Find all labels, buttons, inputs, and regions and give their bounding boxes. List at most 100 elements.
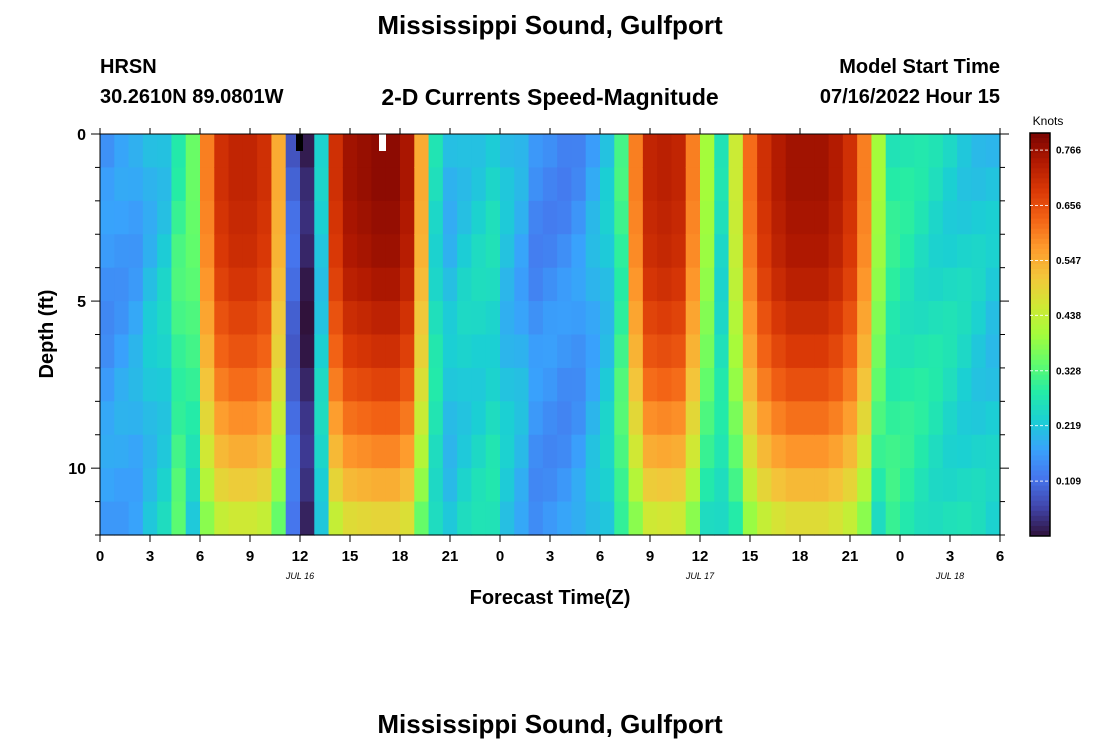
- heatmap-cell: [557, 434, 573, 469]
- heatmap-cell: [128, 234, 144, 269]
- colorbar-swatch: [1030, 450, 1050, 456]
- colorbar-swatch: [1030, 359, 1050, 366]
- heatmap-cell: [585, 401, 601, 436]
- heatmap-cell: [871, 200, 887, 235]
- heatmap-cell: [900, 334, 915, 369]
- heatmap-cell: [728, 234, 744, 269]
- heatmap-cell: [685, 301, 701, 336]
- heatmap-cell: [157, 367, 173, 402]
- heatmap-cell: [642, 167, 658, 202]
- heatmap-cell: [800, 200, 815, 235]
- heatmap-cell: [342, 501, 358, 536]
- heatmap-cell: [471, 134, 487, 169]
- heatmap-cell: [971, 134, 987, 169]
- heatmap-cell: [600, 334, 615, 369]
- heatmap-cell: [314, 334, 330, 369]
- heatmap-cell: [585, 367, 601, 402]
- colorbar-swatch: [1030, 294, 1050, 300]
- heatmap-cell: [257, 301, 273, 336]
- heatmap-cell: [928, 234, 944, 269]
- heatmap-cell: [557, 167, 573, 202]
- heatmap-cell: [700, 134, 715, 169]
- heatmap-cell: [514, 367, 530, 402]
- colorbar-swatch: [1030, 510, 1050, 517]
- colorbar-swatch: [1030, 153, 1050, 159]
- heatmap-cell: [828, 468, 844, 503]
- heatmap-cell: [114, 334, 130, 369]
- colorbar-swatch: [1030, 364, 1050, 371]
- heatmap-cell: [985, 501, 1001, 536]
- heatmap-cell: [971, 334, 987, 369]
- heatmap-cell: [271, 367, 287, 402]
- heatmap-cell: [771, 301, 787, 336]
- heatmap-cell: [628, 367, 644, 402]
- heatmap-cell: [285, 234, 301, 269]
- x-tick-label: 3: [146, 548, 154, 565]
- heatmap-cell: [400, 134, 415, 169]
- heatmap-cell: [728, 167, 744, 202]
- heatmap-cell: [400, 501, 415, 536]
- heatmap-cell: [685, 267, 701, 302]
- heatmap-cell: [800, 234, 815, 269]
- heatmap-cell: [542, 434, 558, 469]
- heatmap-cell: [185, 200, 201, 235]
- heatmap-cell: [271, 267, 287, 302]
- heatmap-cell: [285, 301, 301, 336]
- heatmap-cell: [271, 401, 287, 436]
- heatmap-cell: [328, 267, 344, 302]
- heatmap-cell: [500, 200, 515, 235]
- colorbar-swatch: [1030, 415, 1050, 421]
- heatmap-cell: [571, 267, 587, 302]
- heatmap-cell: [257, 234, 273, 269]
- heatmap-cell: [885, 367, 901, 402]
- heatmap-cell: [242, 267, 258, 302]
- heatmap-cell: [214, 401, 230, 436]
- heatmap-cell: [385, 267, 401, 302]
- heatmap-cell: [914, 200, 930, 235]
- x-tick-label: 15: [742, 548, 759, 565]
- heatmap-cell: [628, 200, 644, 235]
- heatmap-cell: [800, 367, 815, 402]
- heatmap-cell: [928, 401, 944, 436]
- heatmap-cell: [128, 267, 144, 302]
- x-tick-label: 3: [546, 548, 554, 565]
- heatmap-cell: [385, 501, 401, 536]
- heatmap-cell: [957, 200, 973, 235]
- heatmap-cell: [528, 401, 544, 436]
- heatmap-cell: [571, 167, 587, 202]
- heatmap-cell: [557, 234, 573, 269]
- heatmap-cell: [114, 234, 130, 269]
- heatmap-cell: [457, 200, 473, 235]
- heatmap-cell: [828, 234, 844, 269]
- heatmap-cell: [642, 434, 658, 469]
- heatmap-cell: [542, 367, 558, 402]
- heatmap-cell: [142, 334, 158, 369]
- heatmap-cell: [271, 301, 287, 336]
- heatmap-cell: [400, 267, 415, 302]
- heatmap-cell: [185, 434, 201, 469]
- heatmap-cell: [357, 267, 373, 302]
- heatmap-cell: [228, 301, 244, 336]
- heatmap-cell: [557, 401, 573, 436]
- heatmap-cell: [585, 267, 601, 302]
- heatmap-cell: [342, 401, 358, 436]
- heatmap-cell: [700, 334, 715, 369]
- heatmap-cell: [300, 434, 315, 469]
- heatmap-cell: [542, 267, 558, 302]
- heatmap-cell: [171, 468, 187, 503]
- colorbar-swatch: [1030, 425, 1050, 431]
- heatmap-cell: [571, 334, 587, 369]
- heatmap-cell: [900, 434, 915, 469]
- heatmap-cell: [500, 234, 515, 269]
- heatmap-cell: [342, 434, 358, 469]
- heatmap-cell: [557, 267, 573, 302]
- colorbar-swatch: [1030, 465, 1050, 472]
- colorbar-swatch: [1030, 520, 1050, 527]
- heatmap-cell: [200, 434, 215, 469]
- heatmap-cell: [428, 267, 444, 302]
- heatmap-cell: [942, 367, 958, 402]
- heatmap-cell: [471, 234, 487, 269]
- heatmap-cell: [442, 434, 458, 469]
- heatmap-cell: [900, 134, 915, 169]
- heatmap-cell: [785, 134, 801, 169]
